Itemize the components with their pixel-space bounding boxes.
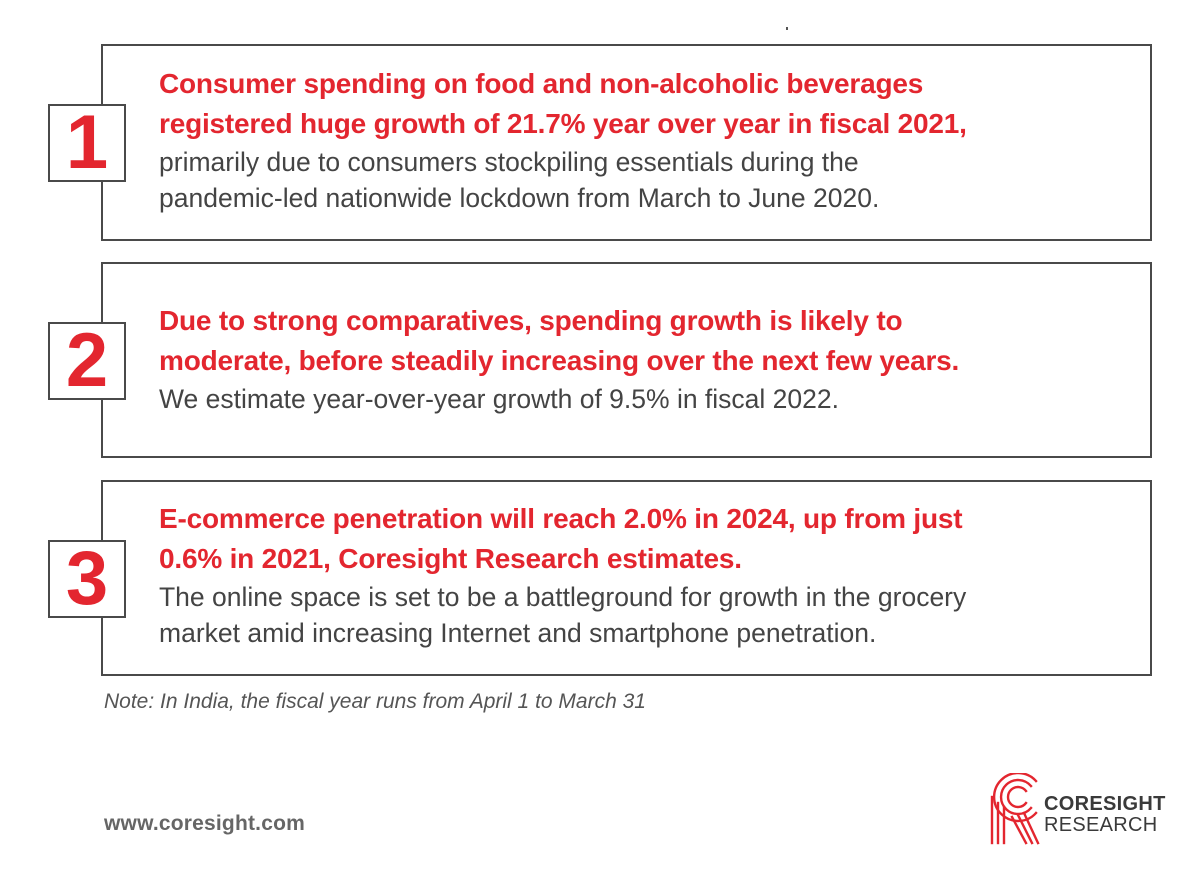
insight-text-2: Due to strong comparatives, spending gro… (159, 301, 1144, 417)
website-link[interactable]: www.coresight.com (104, 812, 305, 835)
insight-headline-1: Consumer spending on food and non-alcoho… (159, 64, 1144, 144)
headline-line: Due to strong comparatives, spending gro… (159, 305, 903, 336)
body-line: primarily due to consumers stockpiling e… (159, 147, 859, 177)
insight-text-1: Consumer spending on food and non-alcoho… (159, 64, 1144, 216)
body-line: We estimate year-over-year growth of 9.5… (159, 384, 839, 414)
insight-body-3: The online space is set to be a battlegr… (159, 579, 1144, 651)
insight-number-2: 2 (48, 322, 126, 400)
headline-line: E-commerce penetration will reach 2.0% i… (159, 503, 963, 534)
insight-body-1: primarily due to consumers stockpiling e… (159, 144, 1144, 216)
coresight-logo: CORESIGHT RESEARCH (986, 773, 1166, 845)
decorative-dot (786, 27, 788, 30)
insight-number-1: 1 (48, 104, 126, 182)
insight-headline-3: E-commerce penetration will reach 2.0% i… (159, 499, 1144, 579)
insight-body-2: We estimate year-over-year growth of 9.5… (159, 381, 1144, 417)
headline-line: Consumer spending on food and non-alcoho… (159, 68, 924, 99)
logo-text-coresight: CORESIGHT (1044, 793, 1166, 815)
insight-card-2 (101, 262, 1152, 458)
insight-card-1 (101, 44, 1152, 241)
fiscal-year-note: Note: In India, the fiscal year runs fro… (104, 690, 646, 713)
insight-card-3 (101, 480, 1152, 676)
insight-number-3: 3 (48, 540, 126, 618)
logo-text-research: RESEARCH (1044, 814, 1158, 836)
coresight-r-logo-icon (990, 773, 1040, 845)
headline-line: 0.6% in 2021, Coresight Research estimat… (159, 543, 742, 574)
headline-line: moderate, before steadily increasing ove… (159, 345, 960, 376)
insight-headline-2: Due to strong comparatives, spending gro… (159, 301, 1144, 381)
body-line: pandemic-led nationwide lockdown from Ma… (159, 183, 880, 213)
body-line: market amid increasing Internet and smar… (159, 618, 877, 648)
headline-line: registered huge growth of 21.7% year ove… (159, 108, 967, 139)
body-line: The online space is set to be a battlegr… (159, 582, 967, 612)
insight-text-3: E-commerce penetration will reach 2.0% i… (159, 499, 1144, 651)
